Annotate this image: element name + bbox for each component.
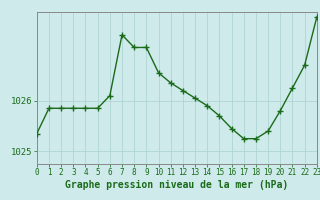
X-axis label: Graphe pression niveau de la mer (hPa): Graphe pression niveau de la mer (hPa) [65, 180, 288, 190]
